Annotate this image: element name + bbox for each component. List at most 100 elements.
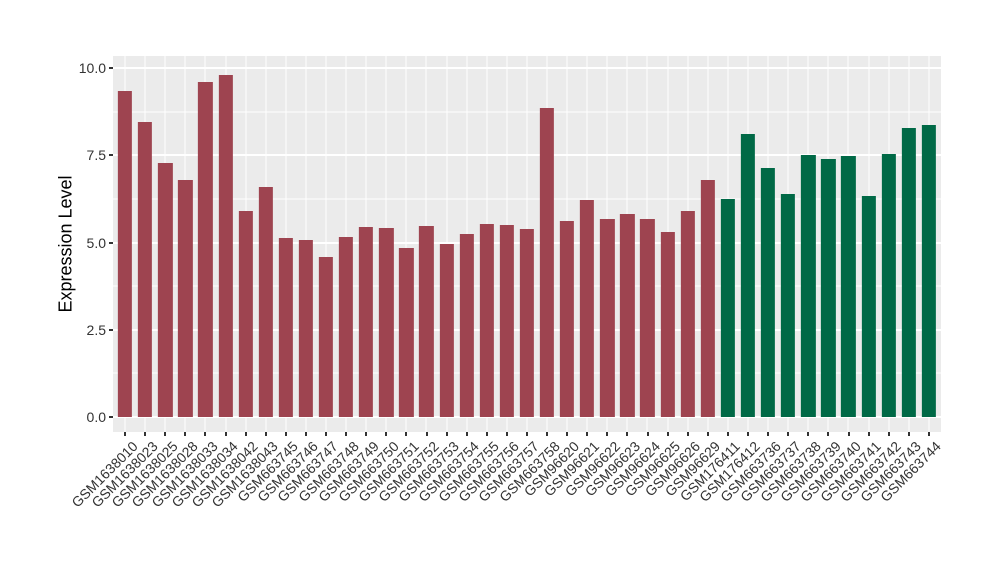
x-tick-mark <box>666 432 669 436</box>
bar-slot <box>236 56 256 432</box>
bar-GSM96629 <box>700 179 715 417</box>
bar-GSM663753 <box>439 244 454 417</box>
vertical-gridline <box>325 56 327 432</box>
bar-slot <box>497 56 517 432</box>
plot-panel <box>113 56 941 432</box>
x-tick-mark <box>465 432 468 436</box>
bar-slot <box>718 56 738 432</box>
bar-slot <box>276 56 296 432</box>
bar-GSM663749 <box>359 226 374 417</box>
x-tick-mark <box>847 432 850 436</box>
x-tick-mark <box>546 432 549 436</box>
bar-slot <box>637 56 657 432</box>
x-tick-mark <box>124 432 127 436</box>
y-tick-label: 0.0 <box>86 409 106 425</box>
bar-GSM96620 <box>559 220 575 417</box>
bar-GSM663736 <box>760 167 776 417</box>
bar-GSM663754 <box>459 233 474 417</box>
bar-GSM1638010 <box>117 91 133 417</box>
bar-slot <box>758 56 778 432</box>
bar-GSM663748 <box>338 236 354 417</box>
bar-slot <box>557 56 577 432</box>
x-tick-mark <box>485 432 488 436</box>
bar-GSM176411 <box>720 199 735 417</box>
x-tick-mark <box>445 432 448 436</box>
x-tick-mark <box>827 432 830 436</box>
x-tick-mark <box>144 432 147 436</box>
x-tick-mark <box>244 432 247 436</box>
x-tick-mark <box>706 432 709 436</box>
bar-slot <box>115 56 135 432</box>
bar-GSM663744 <box>921 125 936 417</box>
bar-GSM1638023 <box>138 121 153 417</box>
x-tick-mark <box>626 432 629 436</box>
bar-slot <box>155 56 175 432</box>
bar-slot <box>879 56 899 432</box>
bar-slot <box>135 56 155 432</box>
y-tick-mark <box>109 416 113 418</box>
bar-slots <box>113 56 941 432</box>
bar-GSM663741 <box>861 196 876 417</box>
x-tick-mark <box>224 432 227 436</box>
x-tick-mark <box>184 432 187 436</box>
x-tick-mark <box>726 432 729 436</box>
x-tick-mark <box>606 432 609 436</box>
bar-slot <box>858 56 878 432</box>
bar-slot <box>517 56 537 432</box>
bar-GSM96625 <box>660 231 675 417</box>
x-tick-mark <box>927 432 930 436</box>
y-tick-mark <box>109 154 113 157</box>
bar-slot <box>838 56 858 432</box>
x-tick-mark <box>907 432 910 436</box>
bar-GSM663743 <box>901 128 916 417</box>
bar-slot <box>617 56 637 432</box>
bar-slot <box>597 56 617 432</box>
bar-slot <box>477 56 497 432</box>
y-tick-mark <box>109 328 113 331</box>
bar-slot <box>256 56 276 432</box>
bar-slot <box>678 56 698 432</box>
bar-GSM176412 <box>740 134 756 417</box>
y-tick-label: 2.5 <box>86 321 106 338</box>
bar-GSM663750 <box>379 227 394 417</box>
y-tick-label: 10.0 <box>78 60 106 76</box>
bar-GSM663756 <box>499 224 514 417</box>
y-axis-title: Expression Level <box>55 175 76 313</box>
bar-slot <box>457 56 477 432</box>
bar-GSM96622 <box>600 219 615 417</box>
bar-GSM663752 <box>419 226 434 417</box>
bar-GSM663742 <box>881 153 896 417</box>
x-tick-mark <box>807 432 810 436</box>
x-tick-mark <box>767 432 770 436</box>
bar-slot <box>798 56 818 432</box>
bar-slot <box>336 56 356 432</box>
x-tick-mark <box>345 432 348 436</box>
bar-GSM96624 <box>640 219 655 417</box>
x-tick-mark <box>405 432 408 436</box>
bar-slot <box>296 56 316 432</box>
bar-GSM663738 <box>801 154 816 417</box>
x-tick-mark <box>284 432 287 436</box>
bar-GSM1638042 <box>238 210 253 417</box>
x-tick-mark <box>867 432 870 436</box>
bar-slot <box>738 56 758 432</box>
y-tick-mark <box>109 241 113 244</box>
bar-GSM663740 <box>841 156 856 417</box>
bar-slot <box>818 56 838 432</box>
x-tick-mark <box>365 432 368 436</box>
x-tick-mark <box>566 432 569 436</box>
bar-slot <box>396 56 416 432</box>
y-tick-label: 5.0 <box>86 234 106 251</box>
x-tick-mark <box>787 432 790 436</box>
bar-GSM1638043 <box>258 186 273 417</box>
bar-GSM96623 <box>620 213 635 417</box>
bar-slot <box>778 56 798 432</box>
bar-GSM663758 <box>539 107 555 417</box>
bar-GSM1638033 <box>198 82 213 417</box>
x-tick-mark <box>425 432 428 436</box>
bar-slot <box>658 56 678 432</box>
bar-GSM663745 <box>278 237 293 417</box>
bar-GSM663755 <box>479 224 494 417</box>
bar-GSM663739 <box>821 158 836 417</box>
x-tick-mark <box>887 432 890 436</box>
